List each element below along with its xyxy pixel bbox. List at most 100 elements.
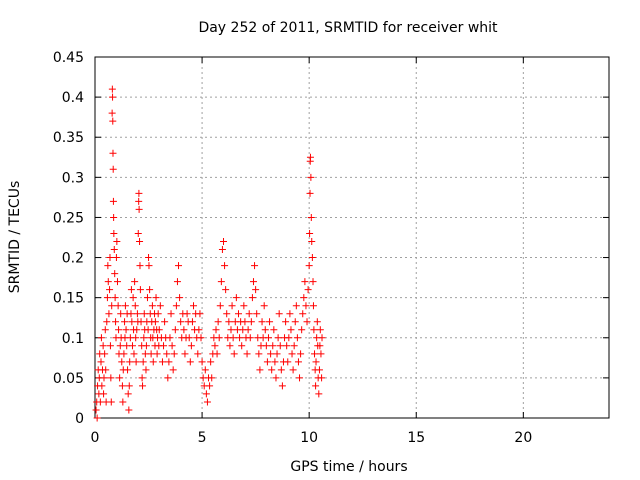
data-point — [253, 310, 261, 318]
data-point — [153, 350, 161, 358]
data-point — [132, 358, 140, 366]
data-point — [285, 334, 293, 342]
data-point — [241, 318, 249, 326]
data-point — [213, 350, 221, 358]
x-tick-labels: 0 5 10 15 20 — [91, 430, 533, 446]
data-point — [118, 382, 126, 390]
data-point — [97, 334, 105, 342]
data-point — [271, 358, 279, 366]
data-point — [135, 205, 143, 213]
data-point — [127, 286, 135, 294]
data-point — [304, 286, 312, 294]
data-point — [136, 286, 144, 294]
data-point — [107, 374, 115, 382]
data-point — [134, 229, 142, 237]
data-point — [106, 254, 114, 262]
data-point — [120, 350, 128, 358]
data-point — [152, 294, 160, 302]
data-point — [161, 318, 169, 326]
data-point — [136, 238, 144, 246]
data-point — [215, 334, 223, 342]
data-point — [311, 350, 319, 358]
data-point — [171, 326, 179, 334]
data-point — [255, 350, 263, 358]
data-point — [256, 366, 264, 374]
data-point — [316, 342, 324, 350]
axis-ticks — [94, 56, 609, 419]
data-point — [306, 229, 314, 237]
data-point — [238, 342, 246, 350]
data-point — [243, 350, 251, 358]
data-point — [115, 326, 123, 334]
data-point — [163, 350, 171, 358]
data-point — [284, 358, 292, 366]
data-point — [248, 294, 256, 302]
y-tick-label: 0.45 — [53, 50, 84, 66]
data-point — [138, 374, 146, 382]
data-point — [146, 286, 154, 294]
y-tick-labels: 0 0.05 0.1 0.15 0.2 0.25 0.3 0.35 0.4 0.45 — [53, 50, 84, 427]
data-point — [106, 286, 114, 294]
data-point — [268, 366, 276, 374]
data-point — [142, 366, 150, 374]
data-point — [202, 390, 210, 398]
data-point — [183, 310, 191, 318]
data-point — [276, 342, 284, 350]
x-tick-label: 15 — [407, 430, 425, 446]
data-point — [172, 302, 180, 310]
data-point — [217, 278, 225, 286]
data-point — [130, 350, 138, 358]
data-point — [109, 149, 117, 157]
data-point — [307, 213, 315, 221]
data-point — [318, 334, 326, 342]
data-point — [240, 302, 248, 310]
y-tick-label: 0.35 — [53, 130, 84, 146]
data-point — [229, 334, 237, 342]
data-point — [220, 238, 227, 246]
data-point — [158, 358, 166, 366]
data-point — [249, 278, 257, 286]
data-point — [287, 326, 295, 334]
y-tick-label: 0.2 — [62, 251, 84, 267]
data-point — [128, 342, 136, 350]
data-point — [142, 342, 150, 350]
data-point — [164, 374, 172, 382]
data-point — [143, 294, 151, 302]
data-point — [117, 310, 125, 318]
data-point — [318, 374, 326, 382]
data-point — [133, 310, 141, 318]
data-point — [308, 238, 316, 246]
data-point — [145, 262, 153, 270]
data-point — [112, 254, 120, 262]
data-point — [223, 310, 231, 318]
data-point — [306, 189, 314, 197]
data-point — [103, 318, 111, 326]
data-point — [278, 382, 286, 390]
data-point — [317, 350, 325, 358]
data-point — [111, 294, 119, 302]
data-point — [124, 366, 132, 374]
y-tick-label: 0.1 — [62, 331, 84, 347]
data-point — [300, 294, 308, 302]
data-point — [185, 334, 193, 342]
data-point — [175, 262, 183, 270]
data-point — [110, 229, 118, 237]
data-point — [306, 153, 314, 161]
data-point — [128, 318, 136, 326]
data-point — [151, 318, 159, 326]
data-point — [262, 342, 270, 350]
data-point — [125, 382, 133, 390]
data-point — [226, 342, 234, 350]
data-point — [168, 342, 176, 350]
chart-title: Day 252 of 2011, SRMTID for receiver whi… — [198, 20, 498, 36]
data-point — [222, 286, 230, 294]
data-point — [180, 326, 188, 334]
y-tick-label: 0.25 — [53, 210, 84, 226]
data-point — [232, 294, 240, 302]
data-point — [129, 294, 137, 302]
data-point — [139, 382, 147, 390]
data-point — [214, 318, 222, 326]
data-point — [266, 318, 274, 326]
data-point — [110, 213, 118, 221]
data-point — [97, 358, 105, 366]
